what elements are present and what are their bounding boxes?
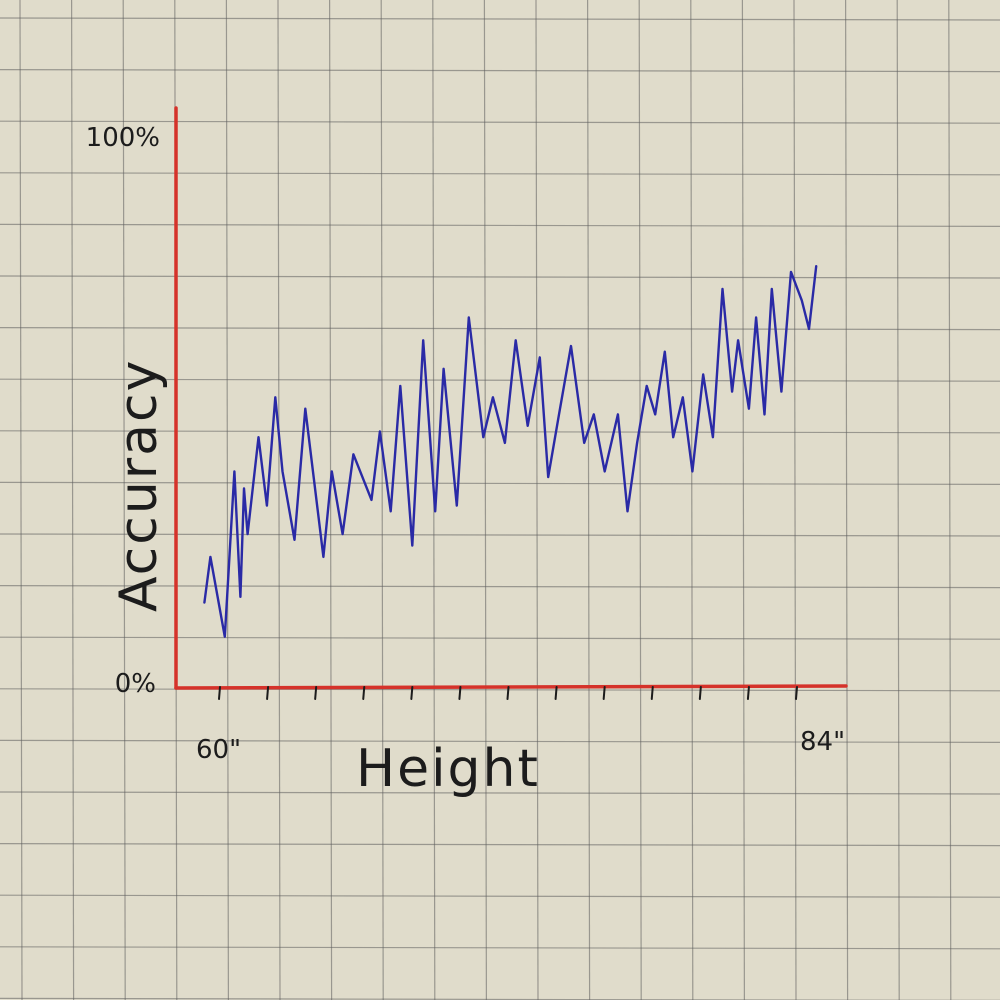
grid-line-horizontal xyxy=(0,894,1000,898)
grid-line-vertical xyxy=(741,0,746,1000)
grid-line-horizontal xyxy=(0,946,1000,950)
x-tick-mark xyxy=(602,686,606,700)
x-axis-line xyxy=(174,684,848,690)
grid-line-vertical xyxy=(638,0,642,1000)
grid-line-horizontal xyxy=(0,997,1000,1000)
grid-line-horizontal xyxy=(0,430,1000,434)
grid-line-vertical xyxy=(586,0,591,1000)
grid-line-vertical xyxy=(844,0,849,1000)
grid-line-horizontal xyxy=(0,688,1000,692)
x-tick-mark xyxy=(410,686,414,700)
x-tick-mark xyxy=(266,686,270,700)
grid-line-horizontal xyxy=(0,636,1000,640)
x-axis-title: Height xyxy=(356,739,540,799)
grid-line-vertical xyxy=(19,0,23,1000)
grid-line-horizontal xyxy=(0,68,1000,73)
grid-line-horizontal xyxy=(0,481,1000,485)
y-tick-label-max: 100% xyxy=(86,123,160,153)
series-layer xyxy=(203,265,818,638)
x-tick-label-max: 84" xyxy=(800,727,845,757)
grid-line-horizontal xyxy=(0,275,1000,279)
labels: 100% 0% 60" 84" Height Accuracy xyxy=(86,123,845,799)
grid-line-horizontal xyxy=(0,378,1000,382)
grid-line-vertical xyxy=(793,0,797,1000)
x-tick-mark xyxy=(698,686,702,700)
grid-line-horizontal xyxy=(0,842,1000,847)
grid-line-horizontal xyxy=(0,327,1000,331)
x-tick-mark xyxy=(362,686,366,700)
grid-line-vertical xyxy=(70,0,75,1000)
series-line xyxy=(203,265,818,638)
grid-line-horizontal xyxy=(0,533,1000,537)
x-tick-mark xyxy=(650,686,654,700)
grid-line-horizontal xyxy=(0,17,1000,21)
x-tick-mark xyxy=(458,686,462,700)
grid-line-vertical xyxy=(896,0,900,1000)
x-tick-mark xyxy=(506,686,510,700)
grid-line-horizontal xyxy=(0,120,1000,124)
grid-line-vertical xyxy=(329,0,333,1000)
x-tick-mark xyxy=(314,686,318,700)
x-tick-mark xyxy=(795,686,798,700)
grid-line-horizontal xyxy=(0,172,1000,176)
grid-line-vertical xyxy=(690,0,694,1000)
grid-line-vertical xyxy=(380,0,384,1000)
grid-line-vertical xyxy=(535,0,539,1000)
x-tick-mark xyxy=(554,686,558,700)
x-axis-tick-marks xyxy=(218,686,798,700)
grid-line-horizontal xyxy=(0,791,1000,795)
grid-line-vertical xyxy=(122,0,126,1000)
grid-line-vertical xyxy=(277,0,281,1000)
grid-line-vertical xyxy=(948,0,952,1000)
x-tick-mark xyxy=(746,686,750,700)
x-tick-label-min: 60" xyxy=(196,735,241,765)
grid-line-horizontal xyxy=(0,739,1000,744)
y-tick-label-min: 0% xyxy=(115,669,156,699)
grid-line-vertical xyxy=(483,0,487,1000)
axes xyxy=(174,106,848,690)
x-tick-mark xyxy=(218,686,221,700)
y-axis-title: Accuracy xyxy=(109,359,169,612)
grid-line-horizontal xyxy=(0,223,1000,227)
grid-line-vertical xyxy=(225,0,229,1000)
grid-line-horizontal xyxy=(0,584,1000,589)
